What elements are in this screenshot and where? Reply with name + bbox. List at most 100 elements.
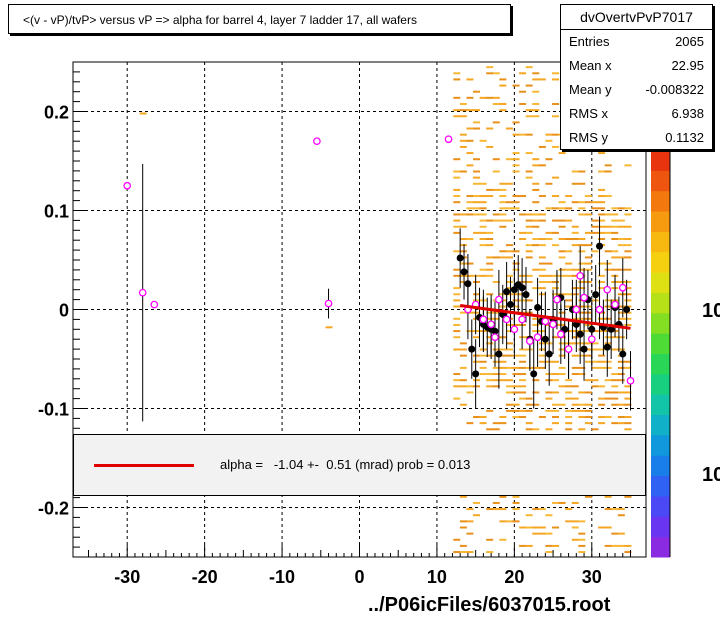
x-tick-label: 30 (582, 567, 602, 587)
density-cell (499, 78, 507, 81)
density-cell (538, 532, 546, 535)
stats-row-rms-x: RMS x 6.938 (561, 102, 712, 126)
density-cell (545, 262, 553, 265)
density-cell (532, 391, 540, 394)
density-cell (512, 354, 520, 357)
y-tick-label: 0 (59, 301, 69, 321)
density-cell (617, 311, 625, 314)
density-cell (486, 409, 494, 412)
density-cell (466, 274, 474, 277)
density-cell (453, 96, 461, 99)
density-cell (499, 109, 507, 112)
density-cell (598, 360, 606, 363)
density-cell (578, 544, 586, 547)
density-cell (525, 311, 533, 314)
density-cell (591, 299, 599, 302)
density-cell (492, 422, 500, 425)
density-cell (505, 250, 513, 253)
density-cell (598, 526, 606, 529)
density-cell (584, 231, 592, 234)
density-cell (525, 422, 533, 425)
density-cell (545, 544, 553, 547)
data-point-open (150, 300, 159, 309)
data-point-open (526, 337, 534, 346)
density-cell (486, 219, 494, 222)
density-cell (545, 397, 553, 400)
palette-segment (651, 414, 670, 436)
density-cell (611, 373, 619, 376)
density-cell (466, 152, 474, 155)
density-cell (558, 385, 566, 388)
density-cell (466, 330, 474, 333)
density-cell (459, 348, 467, 351)
density-cell (571, 317, 579, 320)
data-point-open (324, 299, 333, 308)
density-cell (538, 78, 546, 81)
density-cell (624, 280, 632, 283)
density-cell (519, 133, 527, 136)
density-cell (558, 256, 566, 259)
density-cell (479, 219, 487, 222)
density-cell (459, 170, 467, 173)
density-cell (624, 385, 632, 388)
density-cell (459, 115, 467, 118)
density-cell (598, 238, 606, 241)
density-cell (525, 219, 533, 222)
density-cell (505, 330, 513, 333)
density-cell (552, 244, 560, 247)
density-cell (532, 158, 540, 161)
density-cell (466, 422, 474, 425)
density-cell (512, 201, 520, 204)
density-cell (552, 287, 560, 290)
density-cell (617, 256, 625, 259)
density-cell (617, 280, 625, 283)
density-cell (584, 422, 592, 425)
density-cell (532, 403, 540, 406)
density-cell (486, 508, 494, 511)
density-cell (584, 213, 592, 216)
density-cell (512, 84, 520, 87)
density-cell (505, 293, 513, 296)
density-cell (578, 428, 586, 431)
density-cell (604, 416, 612, 419)
density-cell (466, 391, 474, 394)
chart-title: <(v - vP)/tvP> versus vP => alpha for ba… (8, 4, 511, 34)
density-cell (552, 373, 560, 376)
density-cell (578, 305, 586, 308)
density-cell (505, 385, 513, 388)
data-point (619, 350, 627, 358)
density-cell (479, 354, 487, 357)
density-cell (459, 495, 467, 498)
density-cell (505, 256, 513, 259)
density-cell (578, 317, 586, 320)
density-cell (453, 274, 461, 277)
density-cell (558, 238, 566, 241)
density-cell (624, 366, 632, 369)
density-cell (479, 244, 487, 247)
density-cell (552, 219, 560, 222)
density-cell (604, 225, 612, 228)
density-cell (624, 323, 632, 326)
density-cell (473, 299, 481, 302)
density-cell (611, 391, 619, 394)
density-cell (512, 366, 520, 369)
density-cell (624, 256, 632, 259)
data-point-open (502, 315, 511, 324)
density-cell (473, 274, 481, 277)
density-cell (492, 121, 500, 124)
density-cell (571, 520, 579, 523)
density-cell (512, 133, 520, 136)
density-cell (459, 403, 467, 406)
stats-box: dvOvertvPvP7017 Entries 2065 Mean x 22.9… (560, 4, 713, 150)
density-cell (545, 207, 553, 210)
density-cell (512, 520, 520, 523)
data-point-open (603, 285, 612, 294)
density-cell (598, 317, 606, 320)
fit-line-layer (459, 304, 631, 330)
density-cell (552, 207, 560, 210)
stats-label: RMS x (569, 106, 608, 121)
density-cell (604, 262, 612, 265)
data-point-open (576, 271, 585, 280)
density-cell (486, 373, 494, 376)
data-point (530, 370, 538, 378)
